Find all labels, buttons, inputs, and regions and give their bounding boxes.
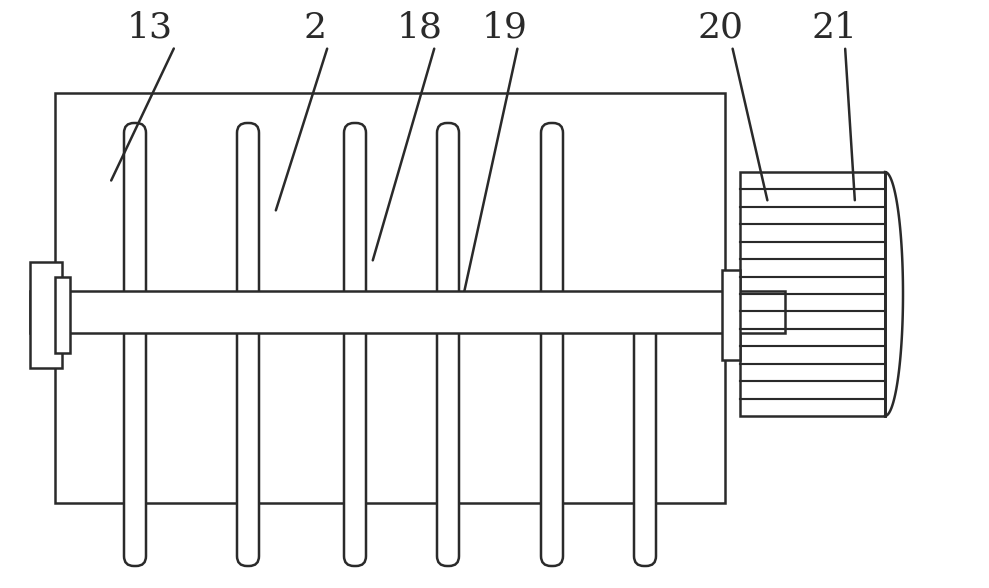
FancyBboxPatch shape	[237, 323, 259, 566]
Text: 21: 21	[812, 11, 858, 45]
FancyBboxPatch shape	[437, 123, 459, 301]
FancyBboxPatch shape	[237, 123, 259, 301]
Text: 2: 2	[304, 11, 326, 45]
Bar	[722, 270, 740, 360]
Bar	[55, 277, 70, 353]
Text: 13: 13	[127, 11, 173, 45]
Bar	[30, 291, 785, 333]
FancyBboxPatch shape	[541, 123, 563, 301]
Bar	[55, 93, 725, 503]
Bar	[740, 172, 885, 416]
FancyBboxPatch shape	[541, 323, 563, 566]
FancyBboxPatch shape	[124, 123, 146, 301]
Bar	[30, 262, 62, 368]
Text: 20: 20	[697, 11, 743, 45]
Text: 18: 18	[397, 11, 443, 45]
Text: 19: 19	[482, 11, 528, 45]
FancyBboxPatch shape	[634, 323, 656, 566]
FancyBboxPatch shape	[437, 323, 459, 566]
FancyBboxPatch shape	[344, 323, 366, 566]
FancyBboxPatch shape	[344, 123, 366, 301]
FancyBboxPatch shape	[124, 323, 146, 566]
